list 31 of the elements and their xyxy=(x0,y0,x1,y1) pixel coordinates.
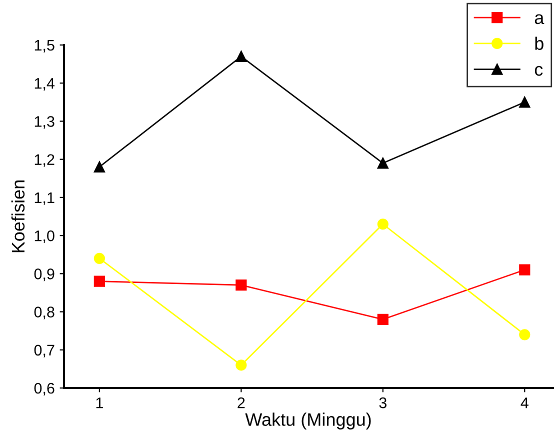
point xyxy=(236,50,247,62)
y-tick-label: 1,4 xyxy=(34,78,55,91)
point xyxy=(519,329,530,340)
y-tick-label: 0,7 xyxy=(34,344,54,358)
y-tick-label: 1,1 xyxy=(34,192,54,205)
legend-label: c xyxy=(534,66,543,76)
x-tick-label: 2 xyxy=(238,397,245,408)
point xyxy=(377,218,388,230)
y-tick-label: 1,5 xyxy=(34,40,54,52)
x-axis-title: Waktu (Minggu) xyxy=(245,412,371,430)
point xyxy=(519,96,530,108)
point xyxy=(94,252,105,264)
y-tick-label: 0,9 xyxy=(34,268,54,282)
y-tick-label: 1,3 xyxy=(34,116,54,129)
x-tick-label: 4 xyxy=(520,398,528,408)
x-tick-label: 1 xyxy=(96,398,103,408)
y-tick-label: 0,6 xyxy=(34,382,54,396)
legend-label: b xyxy=(535,36,544,50)
point xyxy=(377,158,388,169)
point xyxy=(236,360,247,371)
point xyxy=(94,161,105,173)
point xyxy=(94,276,105,287)
x-tick-label: 3 xyxy=(379,397,386,408)
y-tick-label: 1,0 xyxy=(34,230,54,244)
y-axis-title: Koefisien xyxy=(11,180,25,252)
legend-label: a xyxy=(534,14,544,24)
point xyxy=(236,280,247,291)
point xyxy=(519,264,530,276)
y-tick-label: 0,8 xyxy=(34,306,54,320)
y-tick-label: 1,2 xyxy=(34,154,54,167)
point xyxy=(377,314,388,325)
